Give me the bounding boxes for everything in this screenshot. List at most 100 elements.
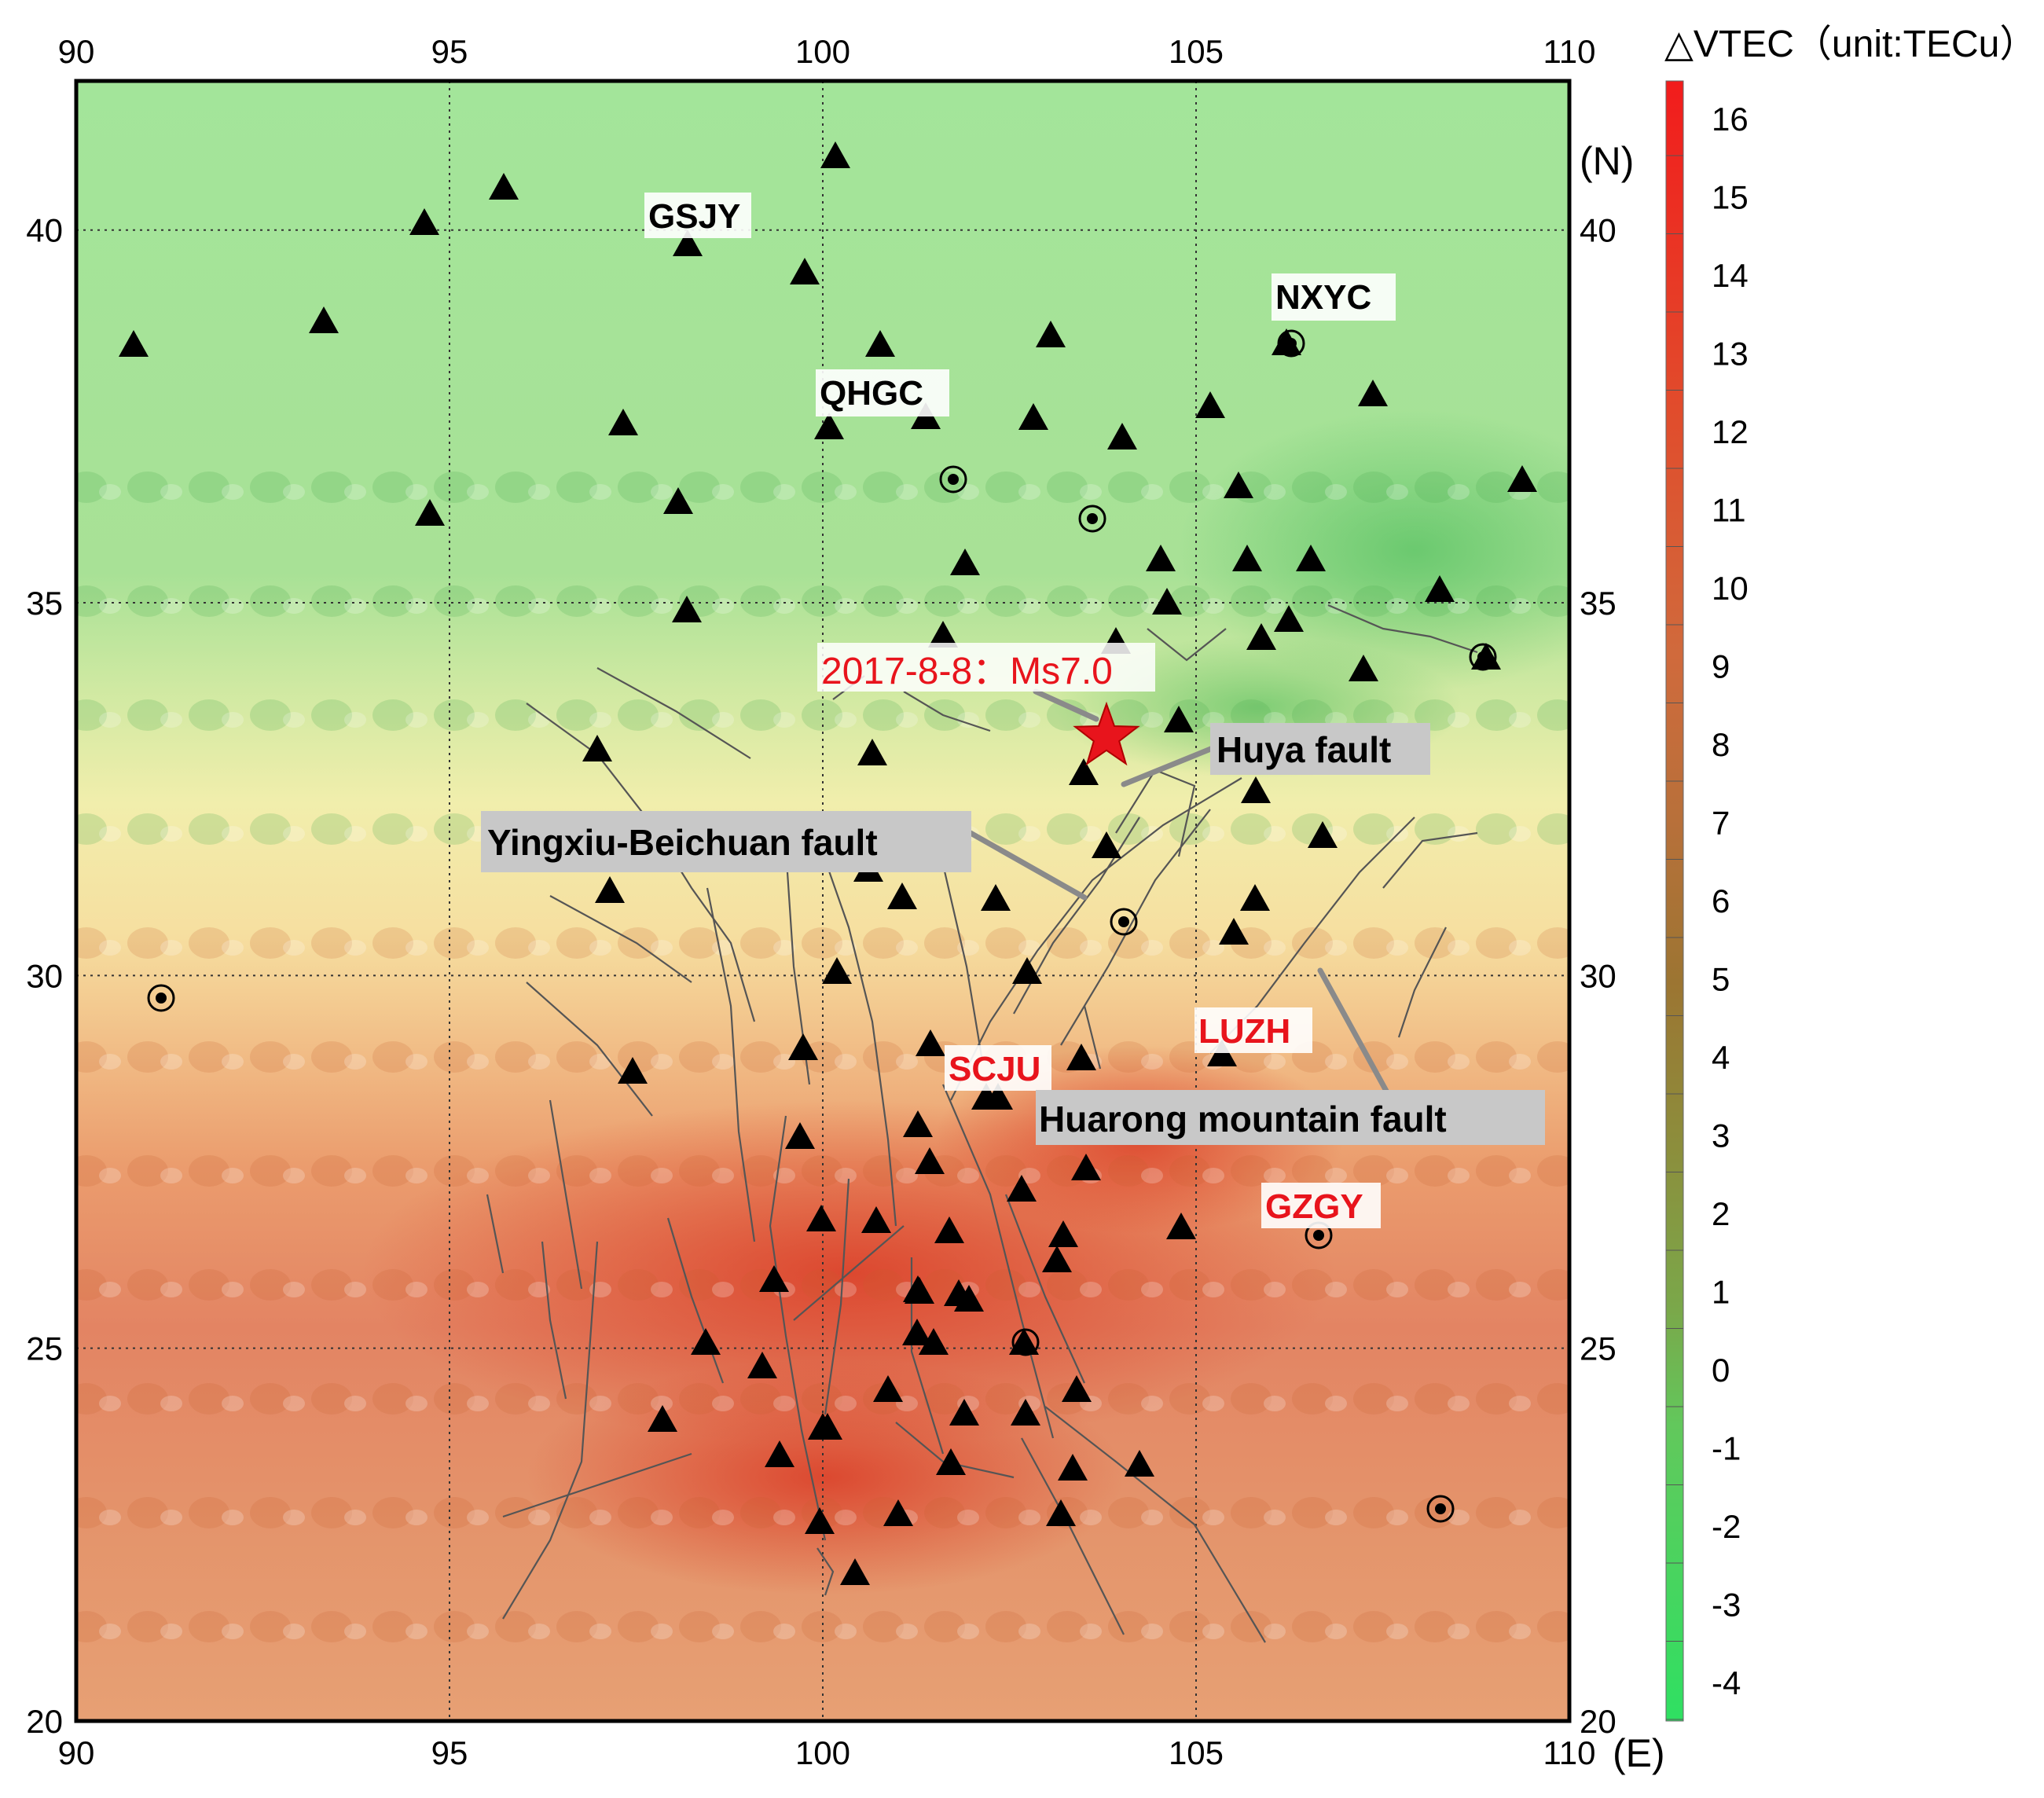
texture-highlight: [405, 598, 428, 614]
texture-dot: [1353, 813, 1394, 845]
station-triangle-icon: [1507, 465, 1537, 492]
texture-highlight: [344, 1396, 366, 1411]
texture-dot: [1108, 1041, 1149, 1073]
texture-dot: [1292, 1725, 1333, 1756]
texture-dot: [250, 1611, 291, 1642]
texture-highlight: [1386, 1737, 1408, 1753]
station-center-dot: [1020, 1337, 1031, 1348]
texture-dot: [985, 1725, 1026, 1756]
station-triangle-icon: [415, 499, 445, 526]
texture-dot: [250, 1383, 291, 1415]
texture-dot: [76, 1383, 107, 1415]
texture-highlight: [1631, 598, 1653, 614]
station-triangle-icon: [1036, 321, 1066, 347]
texture-dot: [679, 1497, 720, 1528]
texture-highlight: [467, 1282, 489, 1297]
station-triangle-icon: [944, 1279, 974, 1306]
texture-highlight: [222, 1624, 244, 1639]
texture-highlight: [712, 598, 734, 614]
x-unit-label: (E): [1613, 1731, 1665, 1775]
texture-dot: [1231, 1725, 1272, 1756]
station-circle-icon: [1426, 1495, 1455, 1523]
texture-dot: [311, 813, 352, 845]
y-tick-label-left: 25: [26, 1330, 63, 1367]
texture-highlight: [1202, 1624, 1224, 1639]
texture-dot: [1169, 472, 1210, 503]
texture-dot: [76, 472, 107, 503]
station-center-dot: [1435, 1503, 1446, 1514]
texture-highlight: [160, 1168, 182, 1183]
texture-dot: [76, 1041, 107, 1073]
station-triangle-icon: [840, 1558, 870, 1585]
station-triangle-icon: [1166, 1213, 1196, 1239]
texture-dot: [556, 1497, 597, 1528]
texture-highlight: [528, 1510, 550, 1525]
texture-highlight: [467, 484, 489, 500]
texture-highlight: [99, 940, 121, 956]
texture-dot: [1353, 1269, 1394, 1301]
texture-dot: [1108, 1383, 1149, 1415]
colorbar-tick-label: 8: [1712, 726, 1730, 763]
texture-dot: [1476, 585, 1517, 617]
station-label-scju: SCJU: [949, 1050, 1040, 1088]
texture-dot: [556, 1155, 597, 1187]
texture-dot: [372, 585, 413, 617]
station-triangle-icon: [1246, 623, 1276, 650]
texture-dot: [802, 472, 842, 503]
station-triangle-icon: [618, 1057, 648, 1084]
y-tick-label-right: 30: [1580, 957, 1616, 994]
texture-highlight: [1386, 1282, 1408, 1297]
station-triangle-icon: [903, 1110, 933, 1137]
texture-highlight: [1325, 1168, 1347, 1183]
texture-highlight: [1264, 1054, 1286, 1070]
texture-highlight: [1631, 484, 1653, 500]
texture-dot: [495, 699, 536, 731]
colorbar-tick-label: 4: [1712, 1039, 1730, 1076]
texture-highlight: [1202, 826, 1224, 842]
texture-dot: [1415, 1269, 1455, 1301]
texture-highlight: [1325, 1396, 1347, 1411]
texture-highlight: [405, 1054, 428, 1070]
texture-highlight: [283, 484, 305, 500]
texture-dot: [1353, 472, 1394, 503]
texture-highlight: [835, 1168, 857, 1183]
texture-dot: [1598, 927, 1639, 959]
texture-highlight: [1631, 1624, 1653, 1639]
station-circle-icon: [147, 984, 175, 1012]
texture-dot: [740, 1497, 781, 1528]
station-triangle-icon: [119, 330, 149, 357]
texture-highlight: [405, 1396, 428, 1411]
texture-highlight: [773, 1510, 795, 1525]
texture-highlight: [835, 940, 857, 956]
texture-highlight: [283, 1737, 305, 1753]
texture-highlight: [405, 484, 428, 500]
texture-highlight: [773, 1624, 795, 1639]
texture-dot: [1476, 1611, 1517, 1642]
texture-dot: [985, 699, 1026, 731]
colorbar-tick-label: 14: [1712, 257, 1749, 294]
texture-highlight: [99, 1737, 121, 1753]
texture-dot: [1169, 585, 1210, 617]
texture-dot: [618, 699, 659, 731]
texture-dot: [1537, 1497, 1569, 1528]
texture-dot: [127, 585, 168, 617]
texture-dot: [434, 813, 475, 845]
texture-dot: [76, 1611, 107, 1642]
texture-highlight: [1509, 1396, 1531, 1411]
colorbar-tick-label: -2: [1712, 1508, 1741, 1545]
texture-highlight: [1386, 940, 1408, 956]
station-triangle-icon: [928, 621, 958, 648]
texture-dot: [618, 1269, 659, 1301]
texture-highlight: [651, 1168, 673, 1183]
texture-dot: [434, 472, 475, 503]
texture-dot: [1353, 927, 1394, 959]
station-triangle-icon: [672, 596, 702, 622]
x-tick-label-top: 105: [1169, 33, 1224, 70]
texture-highlight: [1509, 1510, 1531, 1525]
texture-dot: [740, 585, 781, 617]
texture-dot: [76, 927, 107, 959]
texture-highlight: [528, 712, 550, 728]
station-triangle-icon: [1048, 1220, 1078, 1247]
texture-dot: [495, 1269, 536, 1301]
texture-dot: [434, 1611, 475, 1642]
